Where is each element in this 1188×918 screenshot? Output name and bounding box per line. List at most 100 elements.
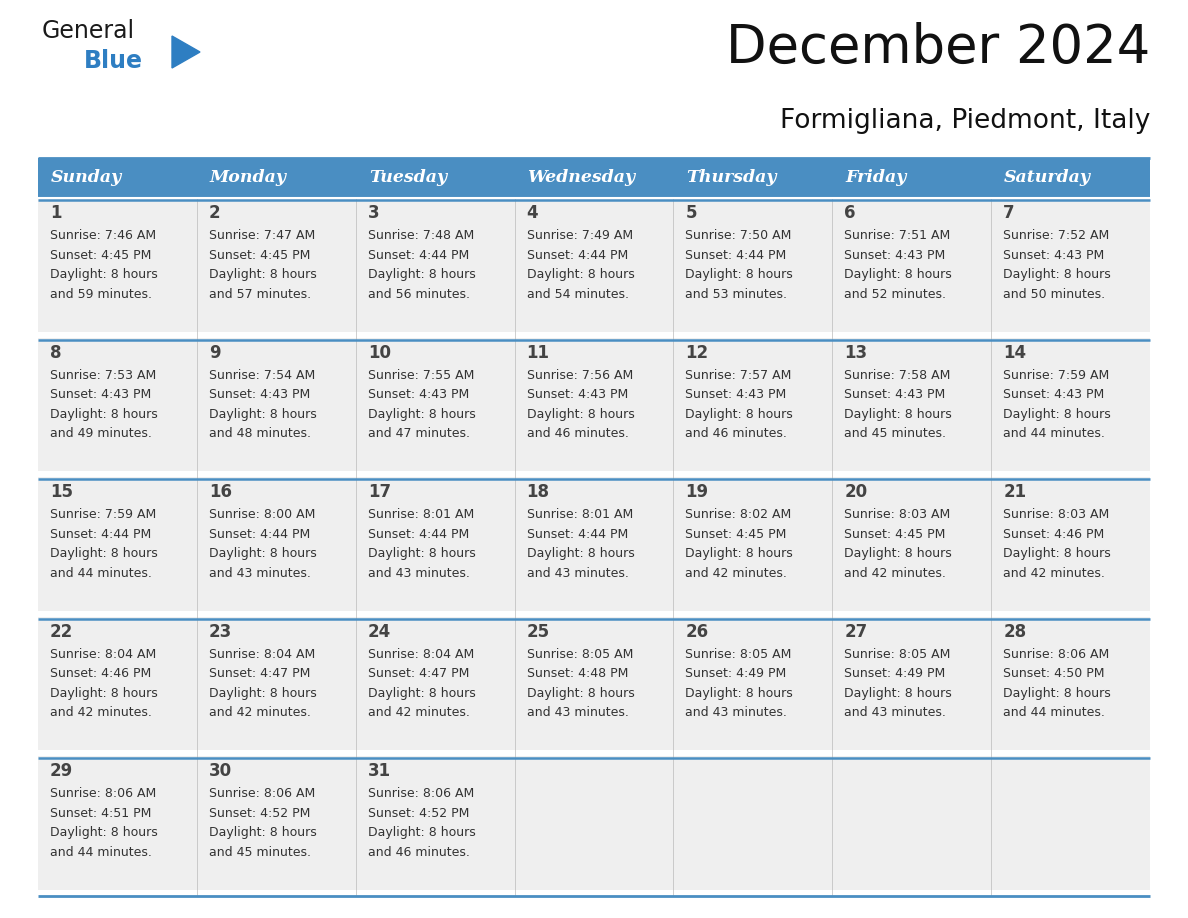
Text: Monday: Monday (210, 170, 286, 186)
Text: Sunrise: 8:00 AM: Sunrise: 8:00 AM (209, 509, 315, 521)
Text: Sunset: 4:49 PM: Sunset: 4:49 PM (845, 667, 946, 680)
Text: and 43 minutes.: and 43 minutes. (685, 706, 788, 720)
Text: Daylight: 8 hours: Daylight: 8 hours (526, 687, 634, 700)
Text: Sunset: 4:47 PM: Sunset: 4:47 PM (368, 667, 469, 680)
Text: 29: 29 (50, 763, 74, 780)
Text: Sunset: 4:52 PM: Sunset: 4:52 PM (209, 807, 310, 820)
Text: Sunrise: 7:46 AM: Sunrise: 7:46 AM (50, 229, 156, 242)
Text: Sunrise: 7:50 AM: Sunrise: 7:50 AM (685, 229, 792, 242)
Text: Sunrise: 8:05 AM: Sunrise: 8:05 AM (685, 648, 792, 661)
Text: Sunrise: 8:01 AM: Sunrise: 8:01 AM (526, 509, 633, 521)
Text: Daylight: 8 hours: Daylight: 8 hours (685, 268, 794, 281)
Text: Sunset: 4:43 PM: Sunset: 4:43 PM (1003, 249, 1105, 262)
Text: Sunset: 4:43 PM: Sunset: 4:43 PM (50, 388, 151, 401)
Text: Friday: Friday (846, 170, 906, 186)
Text: 19: 19 (685, 483, 708, 501)
Text: Sunset: 4:45 PM: Sunset: 4:45 PM (50, 249, 151, 262)
Text: General: General (42, 19, 135, 43)
Text: Sunrise: 7:52 AM: Sunrise: 7:52 AM (1003, 229, 1110, 242)
Bar (991, 617, 1150, 750)
Text: 4: 4 (526, 204, 538, 222)
Text: and 42 minutes.: and 42 minutes. (209, 706, 311, 720)
Text: Daylight: 8 hours: Daylight: 8 hours (1003, 547, 1111, 560)
Text: Sunrise: 7:56 AM: Sunrise: 7:56 AM (526, 369, 633, 382)
Text: Daylight: 8 hours: Daylight: 8 hours (209, 826, 317, 839)
Text: Sunset: 4:44 PM: Sunset: 4:44 PM (368, 528, 469, 541)
Bar (674, 198, 833, 331)
Text: Sunrise: 7:55 AM: Sunrise: 7:55 AM (368, 369, 474, 382)
Text: Daylight: 8 hours: Daylight: 8 hours (209, 547, 317, 560)
Text: Daylight: 8 hours: Daylight: 8 hours (1003, 268, 1111, 281)
Text: Daylight: 8 hours: Daylight: 8 hours (685, 687, 794, 700)
Bar (833, 338, 991, 471)
Text: Sunset: 4:46 PM: Sunset: 4:46 PM (50, 667, 151, 680)
Text: Daylight: 8 hours: Daylight: 8 hours (526, 408, 634, 420)
Bar (514, 198, 674, 331)
Text: 14: 14 (1003, 343, 1026, 362)
Text: and 56 minutes.: and 56 minutes. (368, 287, 469, 300)
Bar (991, 756, 1150, 890)
Text: Daylight: 8 hours: Daylight: 8 hours (50, 408, 158, 420)
Text: Sunset: 4:44 PM: Sunset: 4:44 PM (50, 528, 151, 541)
Text: Sunrise: 8:06 AM: Sunrise: 8:06 AM (1003, 648, 1110, 661)
Text: 22: 22 (50, 622, 74, 641)
Text: Saturday: Saturday (1004, 170, 1091, 186)
Text: Sunset: 4:43 PM: Sunset: 4:43 PM (845, 388, 946, 401)
Text: 24: 24 (368, 622, 391, 641)
Text: Sunset: 4:43 PM: Sunset: 4:43 PM (526, 388, 627, 401)
Text: Sunset: 4:44 PM: Sunset: 4:44 PM (209, 528, 310, 541)
Text: and 54 minutes.: and 54 minutes. (526, 287, 628, 300)
Text: Sunset: 4:43 PM: Sunset: 4:43 PM (1003, 388, 1105, 401)
Bar (833, 477, 991, 610)
Text: Sunrise: 7:59 AM: Sunrise: 7:59 AM (1003, 369, 1110, 382)
Text: Daylight: 8 hours: Daylight: 8 hours (368, 408, 475, 420)
Text: Sunset: 4:45 PM: Sunset: 4:45 PM (209, 249, 310, 262)
Bar (355, 477, 514, 610)
Bar (38, 477, 197, 610)
Text: Sunset: 4:43 PM: Sunset: 4:43 PM (368, 388, 469, 401)
Text: Daylight: 8 hours: Daylight: 8 hours (50, 826, 158, 839)
Text: 15: 15 (50, 483, 72, 501)
Text: 9: 9 (209, 343, 221, 362)
Text: 25: 25 (526, 622, 550, 641)
Bar (197, 617, 355, 750)
Bar (833, 617, 991, 750)
Bar (674, 477, 833, 610)
Text: Sunrise: 8:02 AM: Sunrise: 8:02 AM (685, 509, 791, 521)
Text: Sunrise: 8:06 AM: Sunrise: 8:06 AM (209, 788, 315, 800)
Text: Daylight: 8 hours: Daylight: 8 hours (526, 268, 634, 281)
Text: and 46 minutes.: and 46 minutes. (368, 845, 469, 859)
Text: and 43 minutes.: and 43 minutes. (526, 566, 628, 579)
Bar (674, 158, 833, 198)
Text: Sunrise: 7:49 AM: Sunrise: 7:49 AM (526, 229, 633, 242)
Bar (991, 198, 1150, 331)
Text: and 45 minutes.: and 45 minutes. (209, 845, 311, 859)
Text: Daylight: 8 hours: Daylight: 8 hours (845, 408, 952, 420)
Bar (674, 617, 833, 750)
Text: Daylight: 8 hours: Daylight: 8 hours (209, 408, 317, 420)
Bar (833, 198, 991, 331)
Text: Sunset: 4:52 PM: Sunset: 4:52 PM (368, 807, 469, 820)
Polygon shape (172, 36, 200, 68)
Text: Sunrise: 8:01 AM: Sunrise: 8:01 AM (368, 509, 474, 521)
Bar (514, 338, 674, 471)
Text: Sunset: 4:43 PM: Sunset: 4:43 PM (209, 388, 310, 401)
Text: Sunset: 4:44 PM: Sunset: 4:44 PM (526, 249, 627, 262)
Text: 17: 17 (368, 483, 391, 501)
Text: 6: 6 (845, 204, 855, 222)
Bar (197, 158, 355, 198)
Text: Daylight: 8 hours: Daylight: 8 hours (845, 268, 952, 281)
Text: Sunset: 4:50 PM: Sunset: 4:50 PM (1003, 667, 1105, 680)
Text: Sunrise: 7:59 AM: Sunrise: 7:59 AM (50, 509, 157, 521)
Bar (355, 338, 514, 471)
Text: Sunrise: 8:04 AM: Sunrise: 8:04 AM (368, 648, 474, 661)
Text: 1: 1 (50, 204, 62, 222)
Text: and 49 minutes.: and 49 minutes. (50, 427, 152, 440)
Text: and 50 minutes.: and 50 minutes. (1003, 287, 1105, 300)
Text: 2: 2 (209, 204, 221, 222)
Bar (38, 158, 197, 198)
Text: 18: 18 (526, 483, 550, 501)
Text: 8: 8 (50, 343, 62, 362)
Bar (991, 477, 1150, 610)
Text: and 59 minutes.: and 59 minutes. (50, 287, 152, 300)
